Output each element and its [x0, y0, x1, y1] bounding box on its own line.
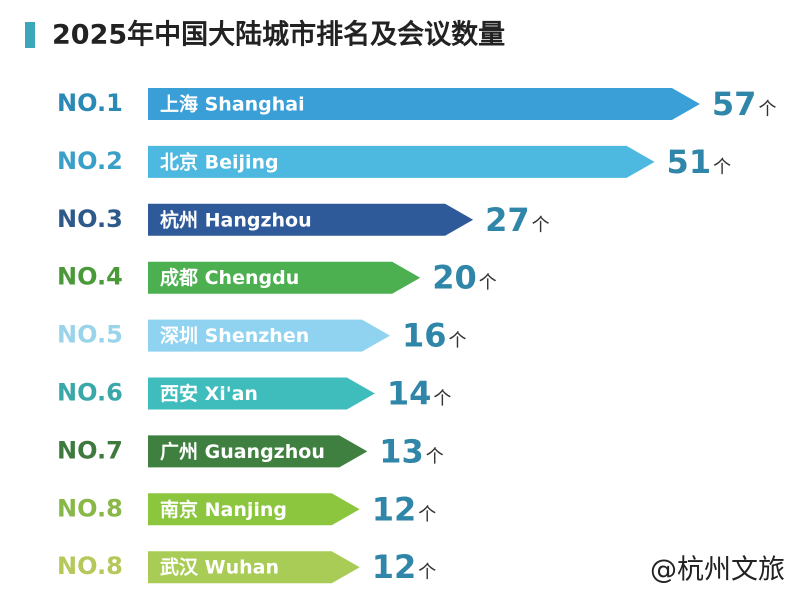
rank-label: NO.3 [57, 205, 123, 233]
value-label: 27 [485, 201, 530, 239]
category-label: 成都 Chengdu [160, 266, 299, 289]
category-label: 上海 Shanghai [160, 93, 305, 116]
rank-label: NO.1 [57, 89, 123, 117]
category-label: 北京 Beijing [160, 150, 279, 173]
bar [148, 377, 375, 410]
category-label: 武汉 Wuhan [160, 557, 279, 579]
rank-label: NO.5 [57, 321, 123, 349]
value-label: 12 [372, 490, 417, 528]
rank-label: NO.6 [57, 379, 123, 407]
category-label: 深圳 Shenzhen [160, 324, 309, 347]
bar [148, 435, 368, 468]
bar [148, 203, 474, 236]
value-label: 13 [379, 432, 424, 470]
unit-label: 个 [426, 446, 444, 467]
unit-label: 个 [418, 562, 436, 583]
value-label: 16 [402, 317, 447, 355]
value-label: 12 [372, 548, 417, 586]
unit-label: 个 [713, 157, 731, 178]
unit-label: 个 [479, 273, 497, 294]
unit-label: 个 [532, 215, 550, 236]
category-label: 广州 Guangzhou [160, 440, 325, 463]
rank-label: NO.7 [57, 436, 123, 464]
watermark: @杭州文旅 [650, 555, 785, 586]
category-label: 南京 Nanjing [160, 498, 287, 521]
chart-title: 2025年中国大陆城市排名及会议数量 [52, 19, 505, 51]
title-icon [25, 22, 35, 48]
bar [148, 145, 655, 178]
rank-label: NO.2 [57, 147, 123, 175]
rank-label: NO.4 [57, 263, 123, 291]
rank-label: NO.8 [57, 494, 123, 522]
unit-label: 个 [418, 504, 436, 525]
bar [148, 551, 360, 584]
category-label: 杭州 Hangzhou [160, 208, 312, 231]
category-label: 西安 Xi'an [160, 382, 258, 405]
bar [148, 261, 421, 294]
bar [148, 88, 700, 120]
value-label: 20 [432, 259, 477, 297]
rank-label: NO.8 [57, 552, 123, 580]
unit-label: 个 [758, 99, 776, 120]
unit-label: 个 [433, 389, 451, 410]
value-label: 57 [712, 85, 757, 123]
unit-label: 个 [448, 331, 466, 352]
value-label: 51 [667, 143, 712, 181]
bar [148, 493, 360, 526]
value-label: 14 [387, 375, 432, 413]
bar [148, 319, 390, 352]
